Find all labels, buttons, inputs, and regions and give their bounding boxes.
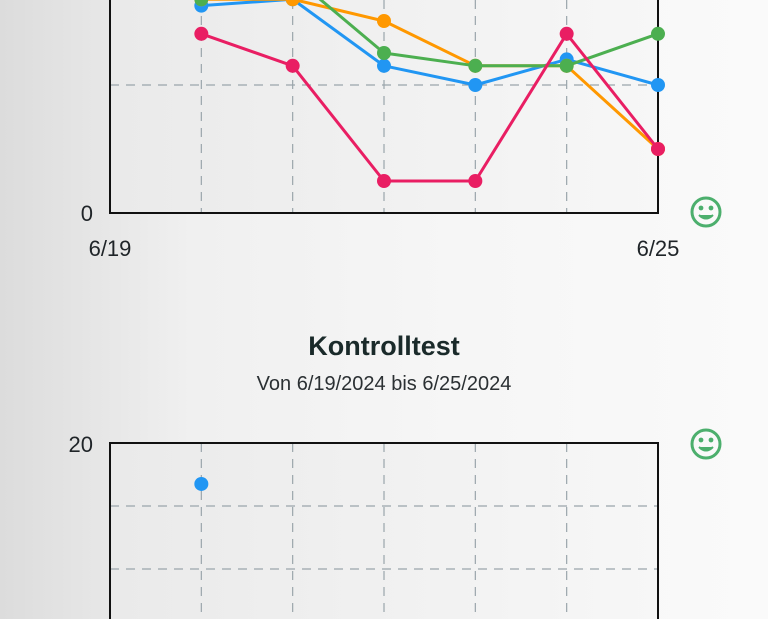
- series-point-2: [285, 0, 300, 7]
- series-point-4: [194, 26, 209, 41]
- bottom-y-max-label: 20: [69, 432, 93, 457]
- series-point-4: [559, 26, 574, 41]
- bottom-scatter-chart: 20: [69, 428, 722, 619]
- scatter-point-1: [194, 476, 209, 491]
- smiley-face-icon[interactable]: [690, 196, 722, 228]
- series-point-1: [651, 78, 665, 92]
- chart-date-range: Von 6/19/2024 bis 6/25/2024: [256, 373, 512, 395]
- series-point-4: [651, 142, 665, 156]
- top-x-start-label: 6/19: [89, 236, 132, 261]
- series-point-4: [377, 174, 391, 188]
- series-point-2: [377, 14, 391, 28]
- top-series-group: [194, 0, 665, 188]
- series-point-4: [468, 174, 483, 188]
- series-point-3: [651, 26, 665, 41]
- series-point-1: [468, 78, 483, 92]
- bottom-series-group: [194, 476, 209, 491]
- series-line-3: [201, 0, 659, 68]
- bottom-gridlines: [110, 443, 658, 619]
- top-line-chart: 0 6/19 6/25: [81, 0, 722, 261]
- series-point-1: [377, 58, 391, 73]
- series-point-3: [194, 0, 209, 7]
- top-x-end-label: 6/25: [637, 236, 680, 261]
- series-point-3: [377, 46, 391, 60]
- series-point-4: [285, 58, 300, 73]
- series-point-3: [559, 58, 574, 73]
- bottom-axes: [109, 442, 659, 619]
- series-line-2: [201, 0, 660, 151]
- smiley-face-icon[interactable]: [690, 428, 722, 460]
- chart-title: Kontrolltest: [308, 331, 460, 361]
- series-point-3: [468, 58, 483, 73]
- series-line-4: [200, 32, 660, 183]
- top-y-zero-label: 0: [81, 201, 93, 226]
